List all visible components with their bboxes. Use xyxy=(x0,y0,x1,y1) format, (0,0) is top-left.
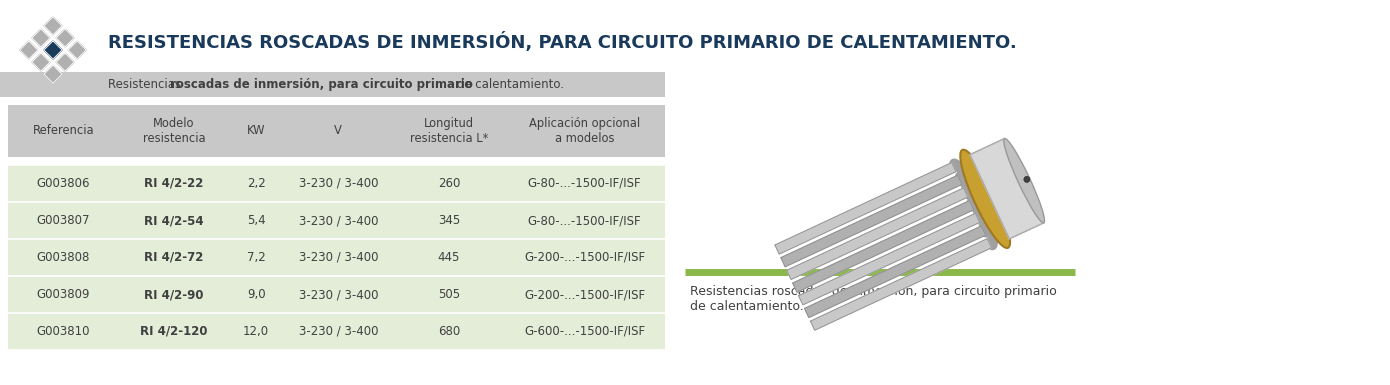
Polygon shape xyxy=(799,213,980,305)
Polygon shape xyxy=(787,188,967,280)
Text: 3-230 / 3-400: 3-230 / 3-400 xyxy=(299,288,378,301)
Text: G-600-...-1500-IF/ISF: G-600-...-1500-IF/ISF xyxy=(524,325,645,338)
Polygon shape xyxy=(44,41,63,59)
Polygon shape xyxy=(805,226,986,318)
Polygon shape xyxy=(810,239,991,330)
Text: 445: 445 xyxy=(438,251,460,264)
Text: de calentamiento.: de calentamiento. xyxy=(453,78,564,91)
Text: Resistencias roscadas de inmersión, para circuito primario
de calentamiento.: Resistencias roscadas de inmersión, para… xyxy=(689,285,1056,313)
Text: 5,4: 5,4 xyxy=(247,214,265,227)
Text: Referencia: Referencia xyxy=(32,124,95,137)
Text: G-200-...-1500-IF/ISF: G-200-...-1500-IF/ISF xyxy=(524,251,645,264)
Polygon shape xyxy=(19,41,38,59)
Text: RI 4/2-54: RI 4/2-54 xyxy=(145,214,204,227)
Text: 505: 505 xyxy=(438,288,460,301)
Text: 9,0: 9,0 xyxy=(247,288,265,301)
Text: 260: 260 xyxy=(438,177,460,190)
Text: G003806: G003806 xyxy=(36,177,90,190)
Polygon shape xyxy=(68,41,86,59)
Text: G003809: G003809 xyxy=(36,288,90,301)
Text: RI 4/2-120: RI 4/2-120 xyxy=(140,325,207,338)
Text: roscadas de inmersión, para circuito primario: roscadas de inmersión, para circuito pri… xyxy=(170,78,473,91)
Polygon shape xyxy=(776,162,956,254)
Text: Aplicación opcional
a modelos: Aplicación opcional a modelos xyxy=(530,117,641,145)
Text: 3-230 / 3-400: 3-230 / 3-400 xyxy=(299,177,378,190)
Text: KW: KW xyxy=(247,124,265,137)
Text: G003807: G003807 xyxy=(36,214,90,227)
Text: 680: 680 xyxy=(438,325,460,338)
FancyBboxPatch shape xyxy=(8,239,664,276)
Text: 3-230 / 3-400: 3-230 / 3-400 xyxy=(299,214,378,227)
Text: G003808: G003808 xyxy=(36,251,90,264)
Text: 3-230 / 3-400: 3-230 / 3-400 xyxy=(299,251,378,264)
Text: RI 4/2-22: RI 4/2-22 xyxy=(145,177,204,190)
FancyBboxPatch shape xyxy=(8,165,664,202)
FancyBboxPatch shape xyxy=(0,72,664,97)
FancyBboxPatch shape xyxy=(8,276,664,313)
Ellipse shape xyxy=(960,150,1011,248)
Ellipse shape xyxy=(1004,139,1044,223)
Text: RI 4/2-90: RI 4/2-90 xyxy=(145,288,204,301)
Polygon shape xyxy=(32,53,50,71)
Text: V: V xyxy=(335,124,342,137)
Text: 345: 345 xyxy=(438,214,460,227)
Text: RI 4/2-72: RI 4/2-72 xyxy=(145,251,204,264)
Text: Resistencias: Resistencias xyxy=(108,78,185,91)
Text: 12,0: 12,0 xyxy=(243,325,270,338)
Polygon shape xyxy=(56,53,74,71)
Text: G-80-...-1500-IF/ISF: G-80-...-1500-IF/ISF xyxy=(528,177,641,190)
Polygon shape xyxy=(970,139,1044,239)
Text: RESISTENCIAS ROSCADAS DE INMERSIÓN, PARA CIRCUITO PRIMARIO DE CALENTAMIENTO.: RESISTENCIAS ROSCADAS DE INMERSIÓN, PARA… xyxy=(108,32,1016,52)
Text: 3-230 / 3-400: 3-230 / 3-400 xyxy=(299,325,378,338)
Text: 7,2: 7,2 xyxy=(247,251,265,264)
Text: G003810: G003810 xyxy=(36,325,90,338)
Polygon shape xyxy=(781,175,962,267)
Text: G-200-...-1500-IF/ISF: G-200-...-1500-IF/ISF xyxy=(524,288,645,301)
FancyBboxPatch shape xyxy=(8,313,664,350)
FancyBboxPatch shape xyxy=(680,5,1371,273)
Polygon shape xyxy=(44,17,63,35)
Polygon shape xyxy=(792,201,974,292)
Circle shape xyxy=(1024,176,1030,182)
Polygon shape xyxy=(44,65,63,83)
Text: Modelo
resistencia: Modelo resistencia xyxy=(143,117,206,145)
Text: G-80-...-1500-IF/ISF: G-80-...-1500-IF/ISF xyxy=(528,214,641,227)
Text: Longitud
resistencia L*: Longitud resistencia L* xyxy=(410,117,488,145)
FancyBboxPatch shape xyxy=(8,202,664,239)
FancyBboxPatch shape xyxy=(8,105,664,157)
Polygon shape xyxy=(56,29,74,47)
Text: 2,2: 2,2 xyxy=(247,177,265,190)
Polygon shape xyxy=(32,29,50,47)
